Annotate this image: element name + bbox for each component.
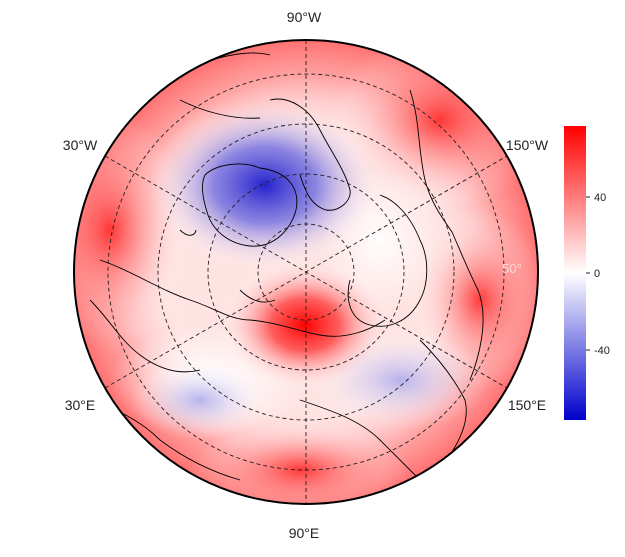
meridian-30e-150w	[104, 155, 508, 389]
coast-iceland	[179, 229, 197, 236]
lon-label-lower-left: 30°E	[65, 397, 96, 413]
lon-label-lower-right: 150°E	[508, 397, 546, 413]
lat-circle-70	[207, 173, 405, 371]
map-boundary	[73, 39, 539, 505]
coast-canadian-archipelago	[269, 98, 351, 211]
lat-label-50: 50°	[502, 261, 522, 276]
colorbar-gradient	[564, 126, 586, 420]
coast-greenland	[201, 163, 298, 247]
colorbar-label-0: 0	[594, 268, 600, 280]
lon-label-upper-left: 30°W	[63, 137, 98, 153]
field-greenland-low	[150, 100, 380, 270]
graticule	[104, 40, 508, 504]
colorbar-label-40: 40	[594, 192, 606, 204]
coast-scandinavia	[89, 299, 201, 373]
lon-label-bottom: 90°E	[289, 525, 320, 541]
coast-asia-south	[299, 399, 421, 481]
field-siberia-high	[220, 260, 390, 390]
colorbar-label-neg40: -40	[594, 345, 610, 357]
coast-alaska-pacific	[409, 89, 484, 381]
lon-label-upper-right: 150°W	[506, 137, 549, 153]
lon-label-top: 90°W	[287, 9, 322, 25]
anomaly-field	[74, 40, 538, 504]
coast-novaya-zemlya	[239, 289, 276, 303]
field-atlantic-high	[74, 110, 190, 350]
coast-japan-kamchatka	[419, 339, 467, 456]
field-europe-low	[130, 360, 270, 440]
colorbar: 40 0 -40	[564, 126, 610, 420]
coast-hudson	[179, 99, 261, 119]
coast-chukotka	[347, 194, 428, 327]
